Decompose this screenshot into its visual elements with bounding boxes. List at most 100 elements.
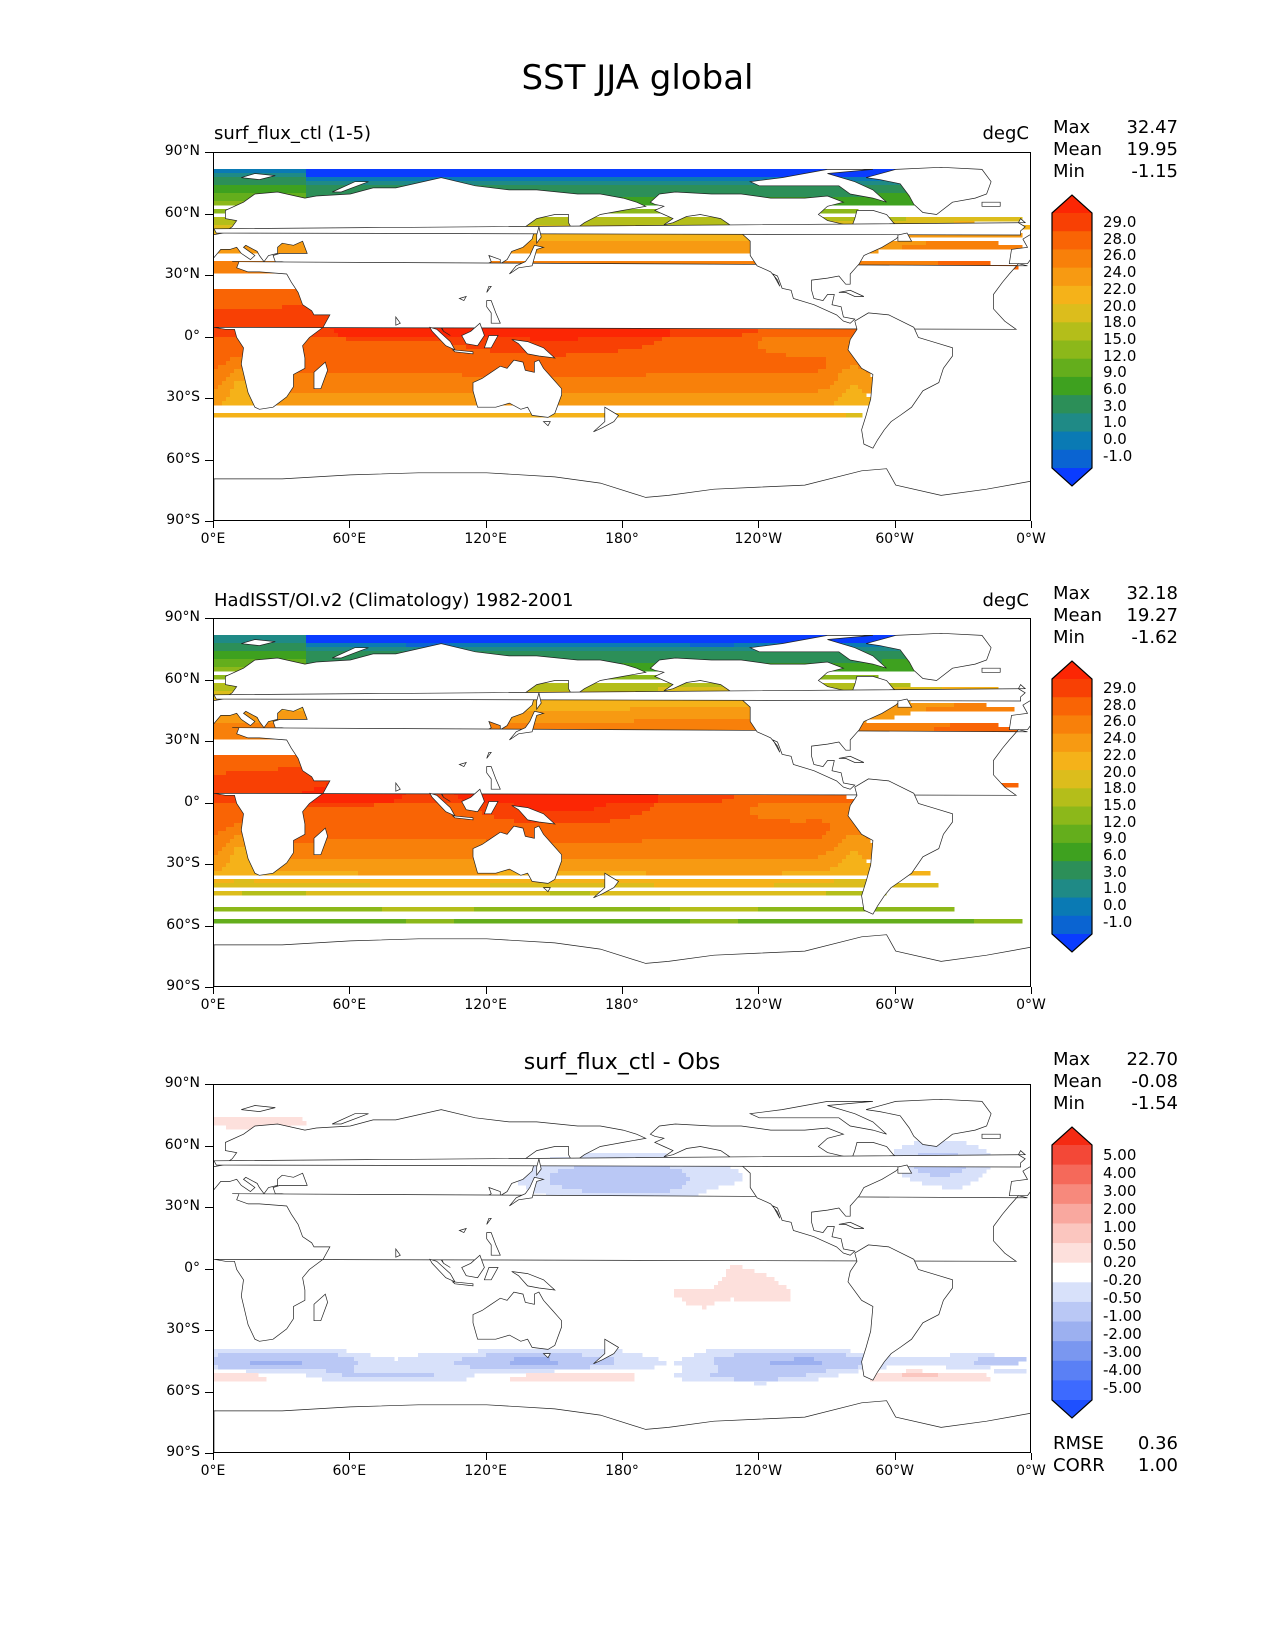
colorbar	[1051, 1126, 1093, 1419]
lon-tick	[1031, 1453, 1032, 1460]
land-outline	[542, 1353, 551, 1359]
stat-rmse-label: RMSE	[1053, 1433, 1104, 1454]
lon-tick	[622, 987, 623, 994]
colorbar-segment	[1052, 915, 1092, 935]
lat-tick-label: 30°S	[166, 389, 200, 405]
colorbar-extend-top	[1052, 1127, 1092, 1145]
land-outline	[511, 1271, 556, 1291]
lat-tick-label: 90°S	[166, 1444, 200, 1460]
colorbar-tick-label: 15.0	[1103, 329, 1137, 348]
panel-obs: HadISST/OI.v2 (Climatology) 1982-2001 de…	[0, 0, 1275, 1013]
colorbar-tick-label: 24.0	[1103, 729, 1137, 748]
stat-min-label: Min	[1053, 161, 1085, 182]
colorbar-segment	[1052, 213, 1092, 232]
lat-tick	[205, 1145, 213, 1147]
colorbar-segment	[1052, 697, 1092, 717]
stat-min-value: -1.62	[1131, 627, 1178, 648]
colorbar-outline	[1051, 194, 1093, 487]
land-outline	[981, 201, 1001, 207]
lat-tick-label: 30°N	[164, 732, 200, 748]
stat-rmse-value: 0.36	[1137, 1433, 1178, 1454]
lon-tick	[1031, 521, 1032, 528]
lon-tick-label: 60°E	[332, 531, 367, 547]
land-outline	[461, 322, 485, 347]
land-outline	[1008, 1166, 1030, 1197]
lon-tick-label: 0°W	[1016, 997, 1046, 1013]
land-outline	[542, 421, 551, 427]
land-outline	[483, 801, 499, 815]
land-outline	[897, 232, 913, 242]
colorbar-segment	[1052, 1145, 1092, 1166]
lon-tick	[758, 1453, 760, 1460]
stat-max-value: 22.70	[1126, 1049, 1178, 1070]
land-outline	[1008, 234, 1030, 265]
land-outline	[593, 406, 620, 433]
lat-tick	[205, 152, 213, 153]
land-outline	[748, 635, 887, 669]
lat-tick	[205, 459, 213, 461]
lon-tick	[213, 987, 214, 994]
land-outline	[313, 361, 328, 390]
colorbar-segment	[1052, 358, 1092, 378]
colorbar-tick-label: 18.0	[1103, 779, 1137, 798]
land-outline	[897, 698, 913, 708]
colorbar-segment	[1052, 1341, 1092, 1362]
land-outline	[838, 1221, 865, 1229]
colorbar-segment	[1052, 770, 1092, 789]
land-outline	[458, 295, 467, 302]
colorbar-tick-label: 1.00	[1103, 1217, 1137, 1236]
panel-title: surf_flux_ctl (1-5)	[214, 123, 372, 144]
colorbar-tick-label: 6.0	[1103, 846, 1127, 864]
colorbar-tick-label: 9.0	[1103, 363, 1127, 382]
land-outline	[509, 1176, 545, 1207]
land-outline	[395, 315, 401, 326]
lat-tick	[205, 1084, 213, 1085]
lon-tick	[894, 1453, 896, 1460]
colorbar-segment	[1052, 897, 1092, 917]
colorbar-tick-label: -0.50	[1103, 1289, 1142, 1308]
colorbar-segment	[1052, 304, 1092, 323]
colorbar-tick-label: 26.0	[1103, 246, 1137, 265]
land-outline	[486, 285, 492, 293]
colorbar-segment	[1052, 1301, 1092, 1323]
panel-title: HadISST/OI.v2 (Climatology) 1982-2001	[214, 590, 574, 611]
colorbar-segment	[1052, 806, 1092, 826]
map-frame	[213, 152, 1031, 521]
lat-tick	[205, 213, 213, 215]
colorbar-segment	[1052, 824, 1092, 844]
lon-tick	[622, 1453, 623, 1460]
land-outline	[214, 218, 1027, 236]
colorbar-segment	[1052, 249, 1092, 269]
land-outline	[214, 934, 1030, 986]
lat-tick	[205, 679, 213, 681]
lat-tick-label: 0°	[184, 1259, 200, 1276]
colorbar-segment	[1052, 715, 1092, 735]
colorbar-segment	[1052, 395, 1092, 414]
colorbar-segment	[1052, 1282, 1092, 1303]
lon-tick	[485, 1453, 487, 1460]
colorbar-segment	[1052, 1203, 1092, 1225]
colorbar-extend-bottom	[1052, 934, 1092, 952]
land-outline	[395, 781, 401, 792]
stat-max-value: 32.47	[1126, 117, 1178, 138]
map-frame	[213, 1084, 1031, 1453]
colorbar-tick-label: -2.00	[1103, 1325, 1142, 1343]
colorbar-segment	[1052, 431, 1092, 451]
land-outline	[847, 778, 953, 915]
lon-tick-label: 60°W	[875, 997, 914, 1013]
page-title: SST JJA global	[521, 58, 754, 98]
lon-tick	[758, 521, 760, 528]
colorbar-tick-label: 3.0	[1103, 396, 1127, 415]
land-outline	[451, 1281, 474, 1287]
colorbar-segment	[1052, 340, 1092, 360]
colorbar-tick-label: -1.00	[1103, 1307, 1142, 1326]
lat-tick	[205, 1453, 213, 1454]
colorbar-tick-label: 12.0	[1103, 812, 1137, 831]
land-outline	[536, 226, 542, 245]
lon-tick-label: 60°W	[875, 531, 914, 547]
lon-tick-label: 120°W	[734, 531, 783, 547]
lon-tick	[1031, 987, 1032, 994]
lon-tick-label: 120°E	[464, 531, 507, 547]
colorbar-tick-label: 0.0	[1103, 430, 1127, 449]
panel-title: surf_flux_ctl - Obs	[523, 1050, 721, 1075]
